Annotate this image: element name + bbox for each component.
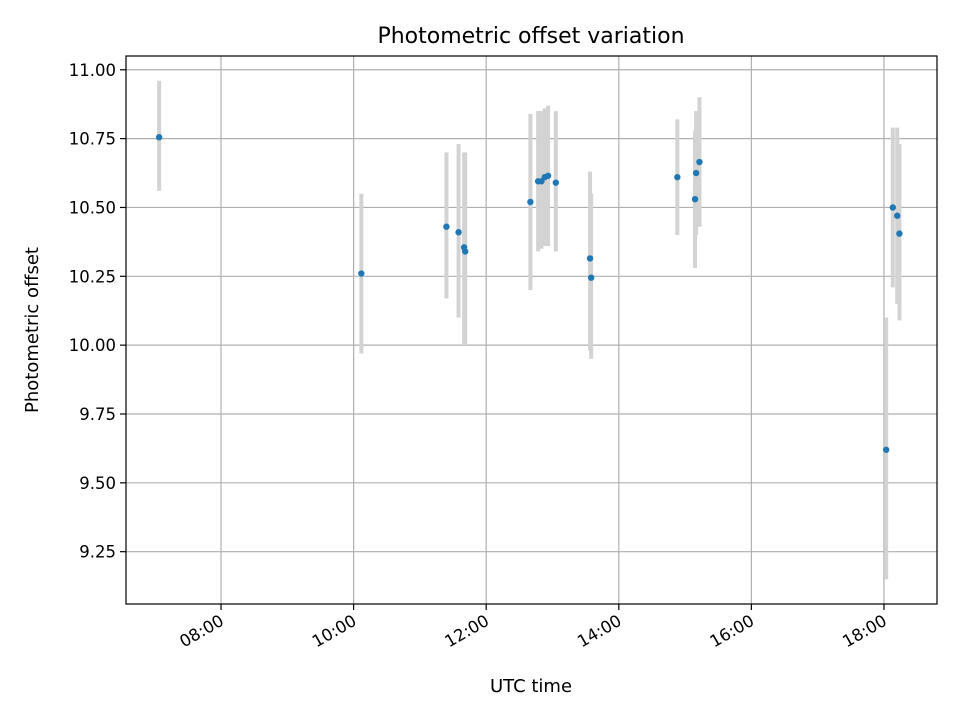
data-point [674, 173, 681, 181]
data-point [586, 255, 594, 262]
data-point [552, 179, 560, 186]
point-layer [155, 134, 903, 453]
data-point [882, 446, 890, 453]
y-axis: 9.25 9.50 9.75 10.00 10.25 10.50 10.75 11.00 [69, 61, 126, 562]
data-point [896, 230, 903, 237]
data-point [462, 248, 469, 255]
y-tick-label: 10.00 [69, 336, 116, 355]
data-point [889, 204, 897, 211]
y-tick-label: 10.25 [69, 267, 116, 286]
y-tick-label: 9.25 [79, 543, 116, 562]
y-tick-label: 10.50 [69, 198, 116, 217]
y-axis-label: Photometric offset [22, 247, 43, 413]
data-point [692, 169, 700, 177]
data-point [455, 229, 462, 236]
data-point [544, 172, 552, 179]
plot-frame [125, 55, 938, 605]
data-point [696, 158, 703, 166]
data-point [443, 223, 450, 230]
data-point [527, 198, 534, 206]
y-tick-label: 11.00 [69, 61, 116, 80]
data-point [155, 134, 163, 141]
data-point [691, 195, 699, 203]
data-point [358, 270, 365, 277]
x-axis-label: UTC time [490, 676, 572, 697]
data-point [894, 212, 901, 219]
y-tick-label: 10.75 [69, 130, 116, 149]
y-tick-label: 9.50 [79, 474, 116, 493]
data-point [587, 274, 595, 281]
chart-title: Photometric offset variation [377, 24, 684, 49]
y-tick-label: 9.75 [79, 405, 116, 424]
